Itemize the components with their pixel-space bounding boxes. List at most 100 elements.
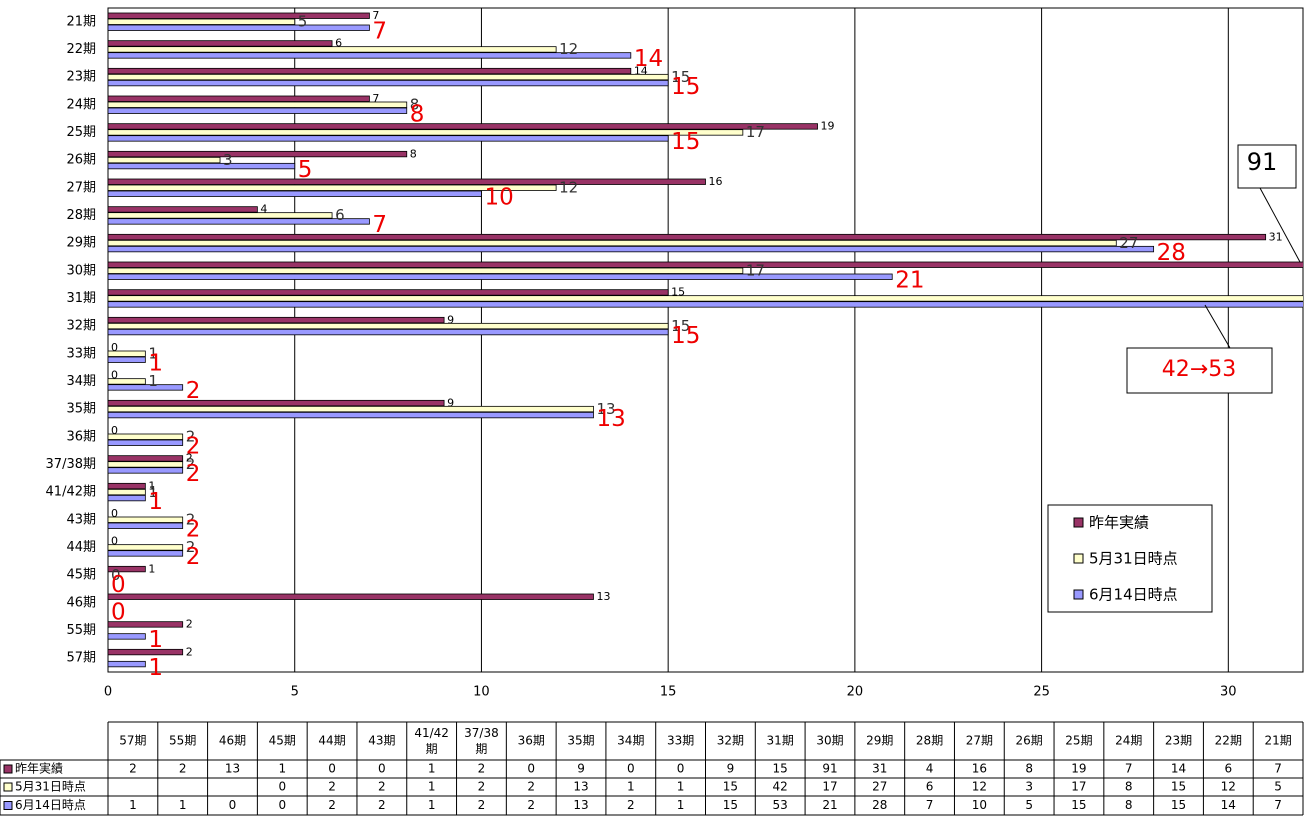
table-header: 23期 xyxy=(1165,734,1192,748)
table-header: 29期 xyxy=(866,734,893,748)
bar xyxy=(108,24,370,31)
table-cell: 12 xyxy=(1221,780,1236,794)
y-tick-label: 32期 xyxy=(66,319,96,334)
bar xyxy=(108,550,184,557)
data-label: 15 xyxy=(671,129,700,155)
legend-swatch xyxy=(1073,517,1084,528)
y-tick-label: 33期 xyxy=(66,346,96,361)
table-cell: 2 xyxy=(478,798,486,812)
y-tick-label: 27期 xyxy=(66,180,96,195)
table-cell: 3 xyxy=(1025,780,1033,794)
data-label: 10 xyxy=(484,185,513,211)
callout-box xyxy=(1126,347,1273,394)
data-label: 15 xyxy=(671,286,685,299)
bar xyxy=(108,79,669,87)
data-label: 0 xyxy=(111,341,118,354)
bar xyxy=(108,494,146,502)
table-cell: 8 xyxy=(1125,780,1133,794)
table-header: 27期 xyxy=(966,734,993,748)
table-cell: 13 xyxy=(573,798,588,812)
bar xyxy=(108,212,333,219)
bar xyxy=(108,150,408,158)
table-cell: 2 xyxy=(478,780,486,794)
bar xyxy=(108,301,1303,308)
table-cell: 1 xyxy=(428,798,436,812)
bar xyxy=(108,52,632,59)
legend-label: 5月31日時点 xyxy=(1089,550,1178,568)
data-label: 27 xyxy=(1119,234,1138,252)
data-label: 17 xyxy=(746,262,765,280)
table-cell: 15 xyxy=(1171,780,1186,794)
data-label: 2 xyxy=(186,511,196,529)
table-cell: 28 xyxy=(872,798,887,812)
bar xyxy=(108,439,184,446)
bar xyxy=(108,399,445,407)
y-tick-label: 43期 xyxy=(66,512,96,527)
table-cell: 1 xyxy=(677,798,685,812)
legend-label: 6月14日時点 xyxy=(1089,586,1178,604)
bar xyxy=(108,162,296,170)
x-tick-label: 10 xyxy=(473,685,490,700)
data-label: 12 xyxy=(559,179,578,197)
bar xyxy=(108,123,818,130)
x-tick-label: 20 xyxy=(847,685,864,700)
callout-text: 91 xyxy=(1247,148,1278,176)
data-label: 1 xyxy=(148,627,163,653)
bar xyxy=(108,18,296,25)
bar xyxy=(108,633,146,640)
table-header: 45期 xyxy=(269,734,296,748)
data-label: 28 xyxy=(1157,240,1186,266)
data-label: 5 xyxy=(298,157,313,183)
data-label: 1 xyxy=(148,351,163,377)
data-label: 14 xyxy=(634,64,648,77)
table-cell: 0 xyxy=(677,762,685,776)
data-label: 2 xyxy=(186,455,196,473)
x-tick-label: 5 xyxy=(291,685,299,700)
bar xyxy=(108,455,184,462)
bar xyxy=(108,384,184,391)
data-label: 16 xyxy=(709,175,723,188)
data-label: 2 xyxy=(186,618,193,631)
bar xyxy=(108,12,370,19)
bar xyxy=(108,488,146,496)
table-cell: 1 xyxy=(677,780,685,794)
table-row-header: 6月14日時点 xyxy=(15,798,86,812)
data-label: 15 xyxy=(671,323,700,349)
bar xyxy=(108,46,557,53)
data-label: 1 xyxy=(148,483,158,501)
table-cell: 0 xyxy=(328,762,336,776)
table-cell: 5 xyxy=(1025,798,1033,812)
bar xyxy=(108,405,594,413)
bar xyxy=(108,245,1155,253)
data-label: 7 xyxy=(372,212,387,238)
bar xyxy=(108,267,744,274)
bar xyxy=(108,178,706,185)
table-cell: 7 xyxy=(1125,762,1133,776)
bar xyxy=(108,73,669,81)
data-label: 21 xyxy=(895,268,924,294)
table-cell: 17 xyxy=(822,780,837,794)
y-tick-label: 44期 xyxy=(66,540,96,555)
data-label: 19 xyxy=(821,120,835,133)
bar xyxy=(108,184,557,191)
data-label: 13 xyxy=(596,590,610,603)
table-header: 32期 xyxy=(717,734,744,748)
bar xyxy=(108,660,146,668)
data-label: 13 xyxy=(596,400,615,418)
data-label: 0 xyxy=(111,507,118,520)
table-header: 21期 xyxy=(1264,734,1291,748)
data-label: 8 xyxy=(410,102,425,128)
data-label: 9 xyxy=(447,313,454,326)
data-label: 1 xyxy=(148,345,158,363)
table-header: 24期 xyxy=(1115,734,1142,748)
table-cell: 5 xyxy=(1274,780,1282,794)
data-label: 2 xyxy=(186,434,201,460)
table-cell: 1 xyxy=(278,762,286,776)
table-cell: 15 xyxy=(1171,798,1186,812)
table-cell: 0 xyxy=(229,798,237,812)
data-label: 2 xyxy=(186,461,201,487)
table-cell: 15 xyxy=(723,798,738,812)
table-header: 26期 xyxy=(1016,734,1043,748)
bar xyxy=(108,156,221,164)
y-tick-label: 28期 xyxy=(66,208,96,223)
